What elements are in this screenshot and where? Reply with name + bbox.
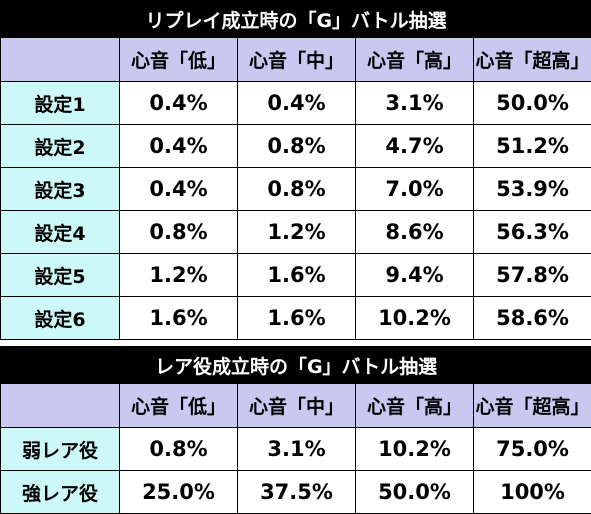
- row-label: 設定3: [0, 167, 120, 211]
- table-cell: 1.2%: [237, 210, 356, 254]
- table-title-row: リプレイ成立時の「G」バトル抽選: [0, 0, 591, 38]
- table-cell: 37.5%: [237, 470, 356, 514]
- table-cell: 3.1%: [237, 427, 356, 471]
- row-label: 設定4: [0, 210, 120, 254]
- table-row: 設定6 1.6% 1.6% 10.2% 58.6%: [0, 296, 591, 340]
- column-header: 心音「高」: [355, 37, 474, 82]
- replay-g-battle-table: リプレイ成立時の「G」バトル抽選 心音「低」 心音「中」 心音「高」 心音「超高…: [0, 0, 591, 340]
- table-row: 弱レア役 0.8% 3.1% 10.2% 75.0%: [0, 427, 591, 471]
- table-cell: 75.0%: [472, 427, 591, 471]
- table-title-row: レア役成立時の「G」バトル抽選: [0, 346, 591, 384]
- row-label: 設定6: [0, 296, 120, 340]
- table-cell: 51.2%: [472, 124, 591, 168]
- row-label: 設定1: [0, 81, 120, 125]
- table-cell: 0.8%: [119, 427, 238, 471]
- table-cell: 0.4%: [119, 167, 238, 211]
- row-label: 弱レア役: [0, 427, 120, 471]
- table-cell: 25.0%: [119, 470, 238, 514]
- table-cell: 58.6%: [472, 296, 591, 340]
- table-cell: 56.3%: [472, 210, 591, 254]
- table-row: 設定4 0.8% 1.2% 8.6% 56.3%: [0, 210, 591, 254]
- table-cell: 50.0%: [355, 470, 474, 514]
- table-cell: 53.9%: [472, 167, 591, 211]
- table-header-row: 心音「低」 心音「中」 心音「高」 心音「超高」: [0, 37, 591, 82]
- table-cell: 0.8%: [119, 210, 238, 254]
- table-cell: 9.4%: [355, 253, 474, 297]
- table-cell: 0.4%: [119, 81, 238, 125]
- row-label: 設定5: [0, 253, 120, 297]
- table-row: 設定2 0.4% 0.8% 4.7% 51.2%: [0, 124, 591, 168]
- table-cell: 8.6%: [355, 210, 474, 254]
- table-cell: 10.2%: [355, 427, 474, 471]
- table-cell: 1.2%: [119, 253, 238, 297]
- row-label: 強レア役: [0, 470, 120, 514]
- rare-role-g-battle-table: レア役成立時の「G」バトル抽選 心音「低」 心音「中」 心音「高」 心音「超高」…: [0, 346, 591, 514]
- table-cell: 50.0%: [472, 81, 591, 125]
- table-cell: 7.0%: [355, 167, 474, 211]
- header-corner: [0, 383, 120, 428]
- column-header: 心音「超高」: [472, 37, 591, 82]
- table-cell: 1.6%: [119, 296, 238, 340]
- table-row: 設定5 1.2% 1.6% 9.4% 57.8%: [0, 253, 591, 297]
- header-corner: [0, 37, 120, 82]
- column-header: 心音「高」: [355, 383, 474, 428]
- table-cell: 0.4%: [237, 81, 356, 125]
- table-row: 設定3 0.4% 0.8% 7.0% 53.9%: [0, 167, 591, 211]
- table-cell: 0.8%: [237, 124, 356, 168]
- column-header: 心音「低」: [119, 383, 238, 428]
- table-title: リプレイ成立時の「G」バトル抽選: [0, 0, 591, 38]
- table-cell: 4.7%: [355, 124, 474, 168]
- table-cell: 0.8%: [237, 167, 356, 211]
- table-title: レア役成立時の「G」バトル抽選: [0, 346, 591, 384]
- table-row: 設定1 0.4% 0.4% 3.1% 50.0%: [0, 81, 591, 125]
- column-header: 心音「超高」: [472, 383, 591, 428]
- table-cell: 100%: [472, 470, 591, 514]
- table-cell: 1.6%: [237, 253, 356, 297]
- table-cell: 57.8%: [472, 253, 591, 297]
- table-row: 強レア役 25.0% 37.5% 50.0% 100%: [0, 470, 591, 514]
- table-cell: 3.1%: [355, 81, 474, 125]
- column-header: 心音「低」: [119, 37, 238, 82]
- table-cell: 10.2%: [355, 296, 474, 340]
- table-cell: 0.4%: [119, 124, 238, 168]
- table-cell: 1.6%: [237, 296, 356, 340]
- column-header: 心音「中」: [237, 37, 356, 82]
- table-header-row: 心音「低」 心音「中」 心音「高」 心音「超高」: [0, 383, 591, 428]
- column-header: 心音「中」: [237, 383, 356, 428]
- row-label: 設定2: [0, 124, 120, 168]
